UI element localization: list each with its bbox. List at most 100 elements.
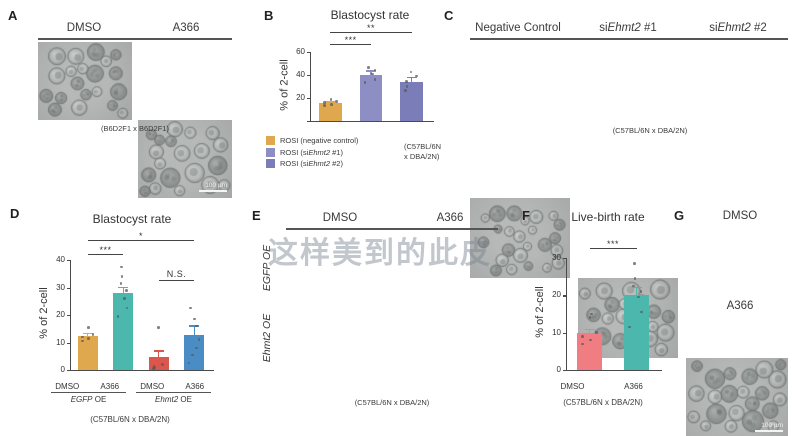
chart-d-datapoint [123, 297, 126, 300]
chart-b-ytick-label-3: 60 [296, 47, 305, 56]
legend-label-2: ROSI (siEhmt2 #2) [280, 159, 343, 168]
chart-b-bar-1 [359, 75, 383, 121]
chart-d-datapoint [197, 338, 201, 342]
panel-f-xaxis: DMSO A366 [542, 382, 664, 391]
chart-b-ytick-3 [307, 52, 310, 54]
chart-d-sig-line-1 [87, 240, 195, 241]
chart-b-datapoint [405, 85, 409, 88]
chart-b-bar-2 [400, 81, 423, 121]
chart-f-datapoint [588, 316, 592, 320]
chart-f-errorbar-1 [635, 286, 638, 295]
chart-b-datapoint [409, 70, 413, 74]
panel-d-group-label-1: Ehmt2 OE [155, 395, 192, 404]
chart-d-datapoint [195, 324, 198, 328]
chart-f-sig-line-0 [589, 248, 637, 249]
chart-d-ytick-1 [67, 342, 70, 344]
panel-e-caption: (C57BL/6N x DBA/2N) [354, 398, 430, 407]
chart-d-datapoint [125, 306, 129, 310]
chart-d-datapoint [120, 265, 124, 269]
chart-d-datapoint [152, 367, 155, 370]
chart-f-datapoint [637, 295, 640, 299]
chart-b-sig-line-1 [330, 32, 412, 33]
panel-e-rule [286, 228, 498, 230]
panel-d-caption: (C57BL/6N x DBA/2N) [90, 415, 170, 424]
chart-b-datapoint [405, 80, 408, 83]
chart-d-sig-label-0: *** [99, 245, 112, 255]
panel-d-title: Blastocyst rate [92, 212, 172, 226]
chart-f-sig-label-0: *** [606, 239, 619, 249]
panel-d-xtick-2: DMSO [140, 382, 165, 391]
chart-f-datapoint [632, 284, 636, 288]
chart-d-errorbar-1 [122, 286, 124, 293]
chart-f-datapoint [590, 312, 593, 316]
chart-d-datapoint [86, 326, 90, 329]
legend-label-0: ROSI (negative control) [280, 136, 359, 145]
chart-b-datapoint [404, 89, 407, 92]
chart-b-datapoint [363, 81, 367, 84]
chart-d-bar-3 [184, 334, 204, 370]
chart-d-ytick-0 [67, 370, 70, 372]
chart-b-datapoint [373, 78, 377, 81]
chart-d-datapoint [187, 361, 191, 365]
panel-d-chart: % of 2-cell 0 10 20 30 40 *** * N.S. [38, 231, 216, 380]
chart-d-errorbar-2 [158, 350, 160, 358]
chart-b-datapoint [335, 100, 338, 103]
chart-d-sig-line-2 [158, 280, 195, 281]
chart-d-datapoint [119, 282, 123, 285]
chart-d-datapoint [152, 364, 156, 368]
chart-d-datapoint [116, 315, 120, 318]
panel-c-image-2: 100 µm [686, 358, 788, 436]
chart-b-errorbar-low-2 [410, 81, 413, 88]
chart-d-errorbar-low-0 [87, 335, 89, 339]
chart-d-errorcap-0 [82, 332, 93, 335]
chart-b-datapoint [371, 72, 374, 76]
chart-f-ytick-label-3: 30 [552, 253, 561, 262]
panel-e-row-label-0: EGFP OE [261, 244, 273, 292]
chart-b-bar-0 [319, 103, 342, 121]
panel-g-row-label-a366: A366 [726, 300, 754, 312]
panel-d-xtick-0: DMSO [55, 382, 80, 391]
chart-d-y-axis [70, 260, 72, 370]
panel-b-chart: % of 2-cell 20 40 60 *** ** [278, 23, 436, 131]
panel-a-scalebar: 100 µm [199, 182, 227, 192]
panel-c-rule [470, 38, 788, 40]
chart-d-errorbar-3 [193, 325, 195, 335]
chart-d-datapoint [192, 317, 196, 321]
legend-label-1: ROSI (siEhmt2 #1) [280, 147, 343, 157]
chart-f-ytick-1 [563, 332, 566, 334]
panel-g-row-label-dmso: DMSO [722, 210, 758, 222]
panel-e-row-label-1: Ehmt2 OE [261, 313, 273, 363]
chart-f-datapoint [640, 310, 643, 314]
chart-b-ytick-1 [307, 98, 310, 100]
panel-d-letter: D [10, 206, 20, 221]
panel-b-legend: ROSI (negative control) ROSI (siEhmt2 #1… [266, 136, 358, 171]
panel-d-xtick-1: A366 [100, 382, 120, 391]
chart-b-datapoint [329, 98, 333, 102]
chart-b-errorbar-1 [370, 70, 372, 76]
chart-b-errorbar-2 [410, 76, 413, 82]
chart-b-sig-line-0 [330, 44, 371, 45]
chart-b-datapoint [323, 101, 326, 104]
chart-b-datapoint [367, 66, 370, 69]
panel-d-xtick-3: A366 [185, 382, 205, 391]
panel-g-letter: G [674, 208, 685, 223]
panel-c-letter: C [444, 8, 454, 23]
chart-f-datapoint [581, 335, 584, 338]
legend-swatch-0 [266, 136, 275, 145]
chart-d-errorbar-low-2 [158, 357, 160, 365]
panel-a-rule [38, 38, 232, 40]
chart-d-datapoint [81, 339, 84, 343]
chart-d-datapoint [91, 332, 95, 336]
panel-f-title: Live-birth rate [571, 210, 645, 224]
panel-f-chart: % of 2-cell 0 10 20 30 *** [534, 232, 664, 380]
panel-d-xaxis-group: DMSO A366 EGFP OE DMSO A366 Ehmt2 OE [46, 382, 216, 404]
chart-f-datapoint [628, 325, 631, 329]
chart-b-datapoint [329, 103, 333, 106]
chart-d-datapoint [156, 326, 160, 329]
chart-d-datapoint [189, 306, 192, 310]
panel-d-group-rule-0 [51, 392, 126, 393]
chart-b-errorcap-1 [366, 70, 376, 72]
chart-d-ylabel: % of 2-cell [38, 287, 50, 339]
chart-d-ytick-2 [67, 315, 70, 317]
